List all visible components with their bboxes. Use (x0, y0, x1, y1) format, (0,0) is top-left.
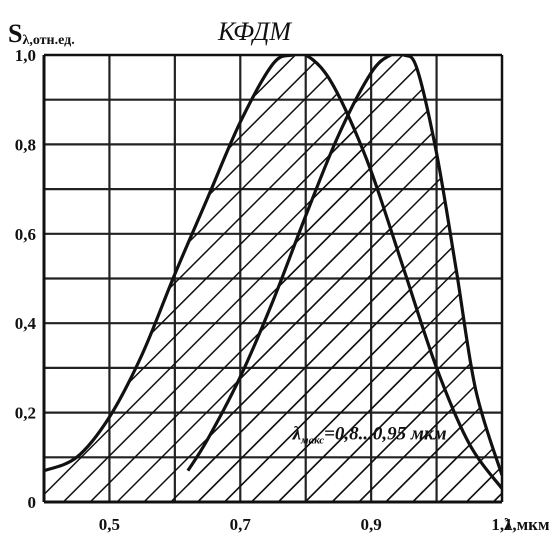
axes (42, 53, 504, 504)
y-tick-label: 0 (28, 493, 37, 512)
y-tick-label: 0,4 (15, 314, 37, 333)
y-axis-label: Sλ,отн.ед. (8, 19, 75, 48)
series-line-2 (186, 55, 502, 476)
hatched-area (44, 55, 502, 502)
x-axis-label: λ,мкм (504, 515, 550, 534)
x-tick-label: 1,1 (491, 515, 512, 534)
curves (44, 55, 502, 490)
y-axis-label-sub: λ,отн.ед. (22, 33, 74, 48)
x-tick-label: 0,5 (99, 515, 120, 534)
annotation-subscript: макс (300, 434, 324, 446)
annotation-lambda: λ (292, 423, 301, 444)
y-tick-label: 0,6 (15, 225, 36, 244)
x-tick-label: 0,7 (230, 515, 252, 534)
y-tick-label: 1,0 (15, 46, 36, 65)
x-tick-label: 0,9 (361, 515, 382, 534)
y-tick-label: 0,8 (15, 135, 36, 154)
hatch-fill-2 (187, 55, 502, 502)
tick-labels: 0 0,2 0,4 0,6 0,8 1,0 0,5 0,7 0,9 1,1 (15, 46, 513, 534)
chart-title: КФДМ (217, 17, 292, 46)
y-axis-label-main: S (8, 19, 22, 48)
y-tick-label: 0,2 (15, 404, 36, 423)
annotation-value: =0,8...0,95 мкм (324, 423, 447, 444)
peak-annotation: λмакс=0,8...0,95 мкм (292, 423, 447, 446)
series-line-1 (44, 55, 502, 490)
